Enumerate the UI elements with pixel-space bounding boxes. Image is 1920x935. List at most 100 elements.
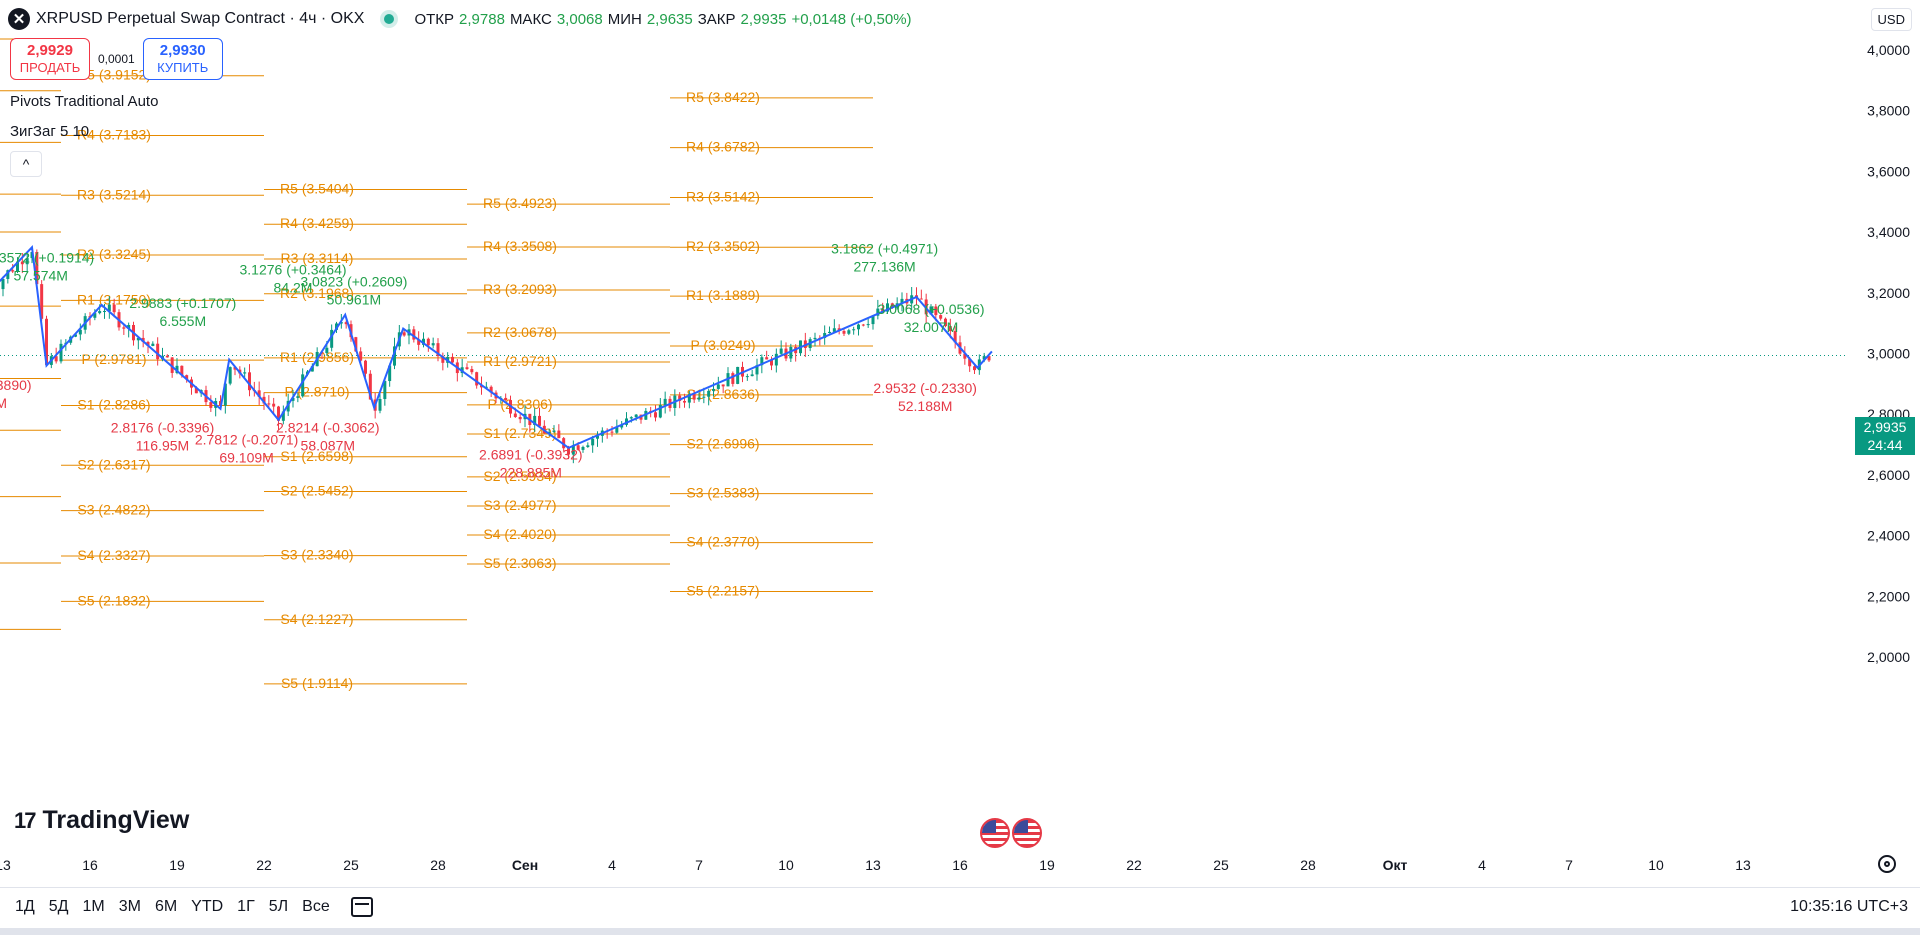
market-status-dot[interactable]	[384, 14, 395, 24]
candle-body	[596, 435, 599, 439]
candle-body	[103, 310, 106, 312]
candle-body	[620, 424, 624, 428]
zigzag-label: 228.885M	[500, 465, 562, 481]
pivot-label: R3 (3.5214)	[77, 186, 151, 202]
economic-events[interactable]	[980, 818, 1042, 848]
ohlc-close-key: ЗАКР	[697, 10, 736, 28]
y-tick-label: 3,8000	[1867, 103, 1910, 119]
candle-body	[765, 357, 769, 360]
candle-body	[890, 303, 894, 308]
x-tick-label: 10	[778, 857, 794, 873]
y-tick-label: 2,0000	[1867, 649, 1910, 665]
candle-body	[296, 396, 300, 398]
zigzag-indicator-legend[interactable]: ЗигЗаг 5 10	[10, 123, 90, 140]
zigzag-line	[0, 245, 993, 450]
candle-body	[610, 431, 614, 433]
candle-body	[45, 318, 48, 365]
candle-body	[170, 357, 174, 373]
bottom-panel-edge	[0, 928, 1920, 935]
pivot-label: R1 (2.9721)	[483, 353, 557, 369]
candle-body	[480, 385, 483, 388]
buy-button[interactable]: 2,9930 КУПИТЬ	[142, 38, 223, 80]
ohlc-open-key: ОТКР	[414, 10, 455, 28]
x-tick-label: 22	[256, 857, 272, 873]
candle-body	[20, 261, 24, 265]
candle-body	[35, 251, 39, 285]
candle-body	[716, 384, 720, 389]
x-tick-label: 7	[1565, 857, 1573, 873]
range-1m[interactable]: 1М	[82, 897, 105, 915]
range-5y[interactable]: 5Л	[268, 897, 289, 915]
candle-body	[54, 356, 58, 362]
candle-body	[165, 355, 169, 358]
pivot-label: S4 (2.1227)	[280, 611, 353, 627]
range-ytd[interactable]: YTD	[191, 897, 224, 915]
zigzag-label: 2.9532 (-0.2330)	[873, 380, 977, 396]
sell-label: ПРОДАТЬ	[19, 60, 81, 75]
x-tick-label: 7	[695, 857, 703, 873]
candle-body	[968, 358, 972, 367]
tradingview-mark-icon: 17	[14, 807, 37, 833]
candle-body	[876, 308, 880, 316]
currency-select[interactable]: USD	[1870, 8, 1912, 31]
candle-body	[78, 329, 82, 335]
candle-body	[591, 438, 595, 446]
clock[interactable]: 10:35:16 UTC+3	[1790, 897, 1908, 915]
zigzag-label: 3.1276 (+0.3464)	[239, 262, 346, 278]
pivots-indicator-legend[interactable]: Pivots Traditional Auto	[10, 93, 159, 110]
candle-body	[156, 343, 160, 360]
range-3m[interactable]: 3М	[118, 897, 141, 915]
candle-body	[571, 445, 575, 455]
candle-body	[185, 375, 189, 380]
range-1d[interactable]: 1Д	[15, 897, 35, 915]
candle-body	[919, 298, 923, 300]
us-flag-icon[interactable]	[1012, 818, 1042, 848]
candle-body	[939, 315, 943, 319]
candle-body	[721, 384, 725, 387]
pivot-label: R2 (3.1968)	[280, 285, 354, 301]
pivot-label: R5 (3.9152)	[77, 67, 151, 83]
candle-body	[59, 343, 63, 362]
zigzag-label: 116.95M	[136, 437, 189, 453]
candle-body	[441, 356, 445, 363]
pivot-label: P (2.8710)	[284, 384, 349, 400]
candle-body	[310, 366, 314, 372]
candle-body	[881, 308, 885, 312]
sell-button[interactable]: 2,9929 ПРОДАТЬ	[10, 38, 90, 80]
candle-body	[697, 397, 701, 400]
ohlc-high-key: МАКС	[509, 10, 552, 28]
goto-date-icon[interactable]	[350, 896, 373, 917]
candle-body	[760, 357, 764, 366]
candle-body	[417, 339, 421, 345]
settings-gear-icon[interactable]	[1878, 855, 1896, 873]
pivot-label: R2 (3.0678)	[483, 324, 557, 340]
collapse-legend-button[interactable]: ^	[10, 151, 42, 177]
candle-body	[934, 306, 938, 316]
zigzag-label: 52.188M	[898, 398, 952, 414]
range-6m[interactable]: 6М	[154, 897, 178, 915]
symbol-title[interactable]: XRPUSD Perpetual Swap Contract · 4ч · OK…	[36, 10, 365, 27]
candle-body	[987, 356, 991, 361]
candle-body	[422, 338, 425, 345]
candle-body	[359, 351, 363, 361]
us-flag-icon[interactable]	[980, 818, 1010, 848]
candle-body	[755, 365, 759, 375]
candle-body	[513, 413, 517, 418]
candle-body	[663, 398, 667, 405]
range-1y[interactable]: 1Г	[237, 897, 255, 915]
range-5d[interactable]: 5Д	[48, 897, 69, 915]
candle-body	[634, 414, 638, 418]
tradingview-logo[interactable]: 17 TradingView	[14, 806, 189, 835]
zigzag-label: 2.8176 (-0.3396)	[111, 419, 215, 435]
pivot-label: S1 (2.8286)	[77, 397, 150, 413]
chart-header: ✕ XRPUSD Perpetual Swap Contract · 4ч · …	[8, 8, 912, 30]
candle-body	[25, 258, 29, 265]
candle-body	[900, 298, 904, 304]
candle-body	[823, 333, 827, 338]
candle-body	[533, 415, 537, 425]
range-all[interactable]: Все	[302, 897, 330, 915]
candle-body	[847, 330, 851, 334]
pivot-label: S2 (2.6996)	[686, 436, 759, 452]
zigzag-label: 50.961M	[327, 292, 381, 308]
